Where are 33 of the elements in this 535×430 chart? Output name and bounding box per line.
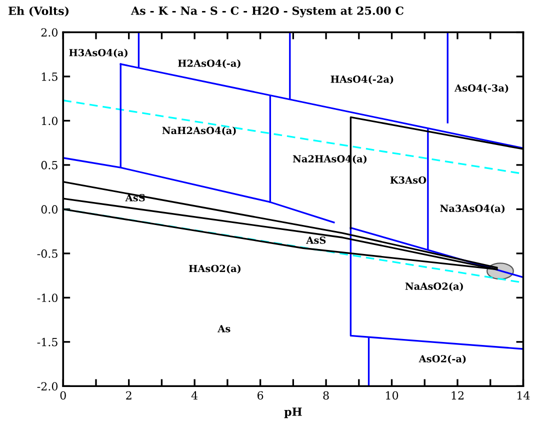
annotation: AsS (125, 194, 145, 202)
annotation: H3AsO4(a) (69, 48, 128, 58)
annotation: HAsO2(a) (188, 264, 241, 274)
x-tick-label: 8 (323, 391, 329, 400)
annotation: H2AsO4(-a) (178, 59, 240, 68)
x-tick-label: 10 (386, 391, 398, 400)
annotation: AsO4(-3a) (454, 84, 508, 94)
y-tick-label: 0.0 (41, 205, 58, 214)
annotation: AsS (306, 236, 326, 244)
y-tick-label: -2.0 (37, 382, 58, 391)
y-tick-label: 1.0 (42, 116, 58, 126)
x-tick-label: 12 (452, 391, 464, 400)
annotation: Na3AsO4(a) (440, 204, 505, 214)
y-tick-label: 0.5 (41, 160, 58, 170)
y-tick-label: -1.0 (37, 294, 58, 302)
annotation: NaH2AsO4(a) (162, 126, 236, 136)
annotation: HAsO4(-2a) (330, 75, 394, 84)
y-axis-title: Eh (Volts) (8, 6, 69, 17)
y-tick-label: -0.5 (37, 249, 58, 258)
annotation: K3AsO (390, 176, 426, 184)
x-axis-title: pH (284, 408, 302, 418)
y-tick-label: -1.5 (37, 338, 58, 346)
x-tick-label: 2 (126, 391, 132, 400)
y-tick-label: 1.5 (42, 72, 58, 81)
chart-title: As - K - Na - S - C - H2O - System at 25.00 C (130, 6, 404, 18)
x-tick-label: 6 (258, 391, 264, 400)
x-tick-label: 0 (60, 391, 66, 400)
annotation: NaAsO2(a) (405, 282, 463, 292)
annotation: As (218, 325, 230, 332)
y-tick-label: 2.0 (41, 28, 58, 37)
annotation: AsO2(-a) (418, 354, 466, 364)
x-tick-label: 4 (191, 391, 198, 400)
x-tick-label: 14 (518, 391, 530, 400)
